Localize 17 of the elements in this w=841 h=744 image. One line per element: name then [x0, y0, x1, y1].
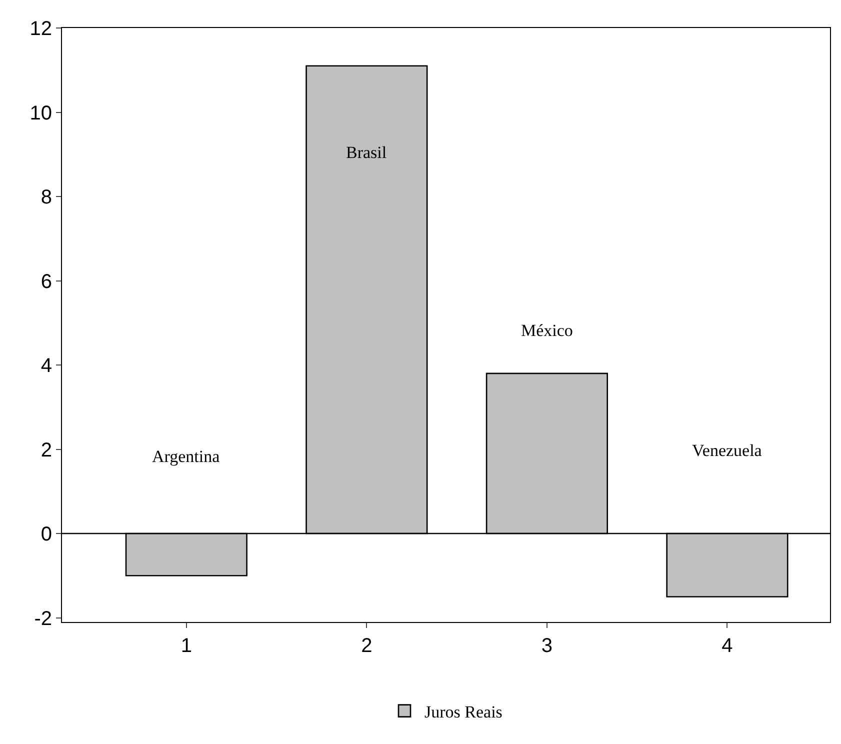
- y-tick-label: 10: [30, 102, 52, 124]
- x-tick-label: 2: [361, 635, 372, 657]
- y-tick-label: 0: [40, 524, 52, 546]
- annotation: Brasil: [346, 143, 387, 162]
- y-tick-label: 6: [40, 270, 52, 293]
- y-tick-label: -2: [34, 608, 52, 630]
- y-tick-label: 4: [40, 355, 52, 378]
- annotation: Venezuela: [692, 441, 762, 460]
- x-tick-label: 3: [541, 635, 553, 657]
- legend-label: Juros Reais: [424, 702, 502, 722]
- x-tick-label: 4: [722, 635, 733, 657]
- y-tick-label: 8: [40, 186, 52, 209]
- y-tick-label: 12: [30, 18, 52, 40]
- annotation: Argentina: [152, 447, 220, 466]
- annotation: México: [521, 321, 573, 340]
- x-tick-label: 1: [180, 635, 192, 657]
- y-tick-label: 2: [40, 439, 52, 462]
